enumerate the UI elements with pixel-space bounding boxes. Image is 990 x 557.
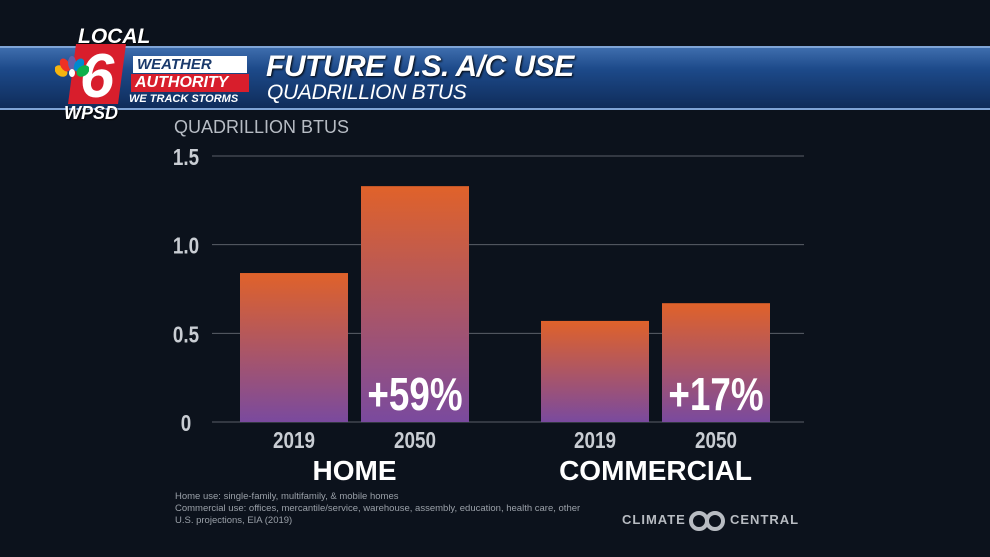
y-tick-label: 1.0	[173, 234, 199, 259]
page-title: FUTURE U.S. A/C USE	[266, 50, 574, 83]
credit-central: CENTRAL	[730, 512, 800, 527]
station-call-letters: WPSD	[64, 103, 118, 123]
x-tick-label: 2019	[574, 428, 616, 453]
bar-commercial-2019	[541, 320, 649, 422]
x-tick-label: 2050	[695, 428, 737, 453]
group-label: COMMERCIAL	[559, 455, 752, 486]
bar-home-2019	[240, 273, 348, 422]
x-tick-label: 2019	[273, 428, 315, 453]
bar-commercial-2050	[662, 303, 770, 422]
x-tick-label: 2050	[394, 428, 436, 453]
y-tick-label: 0.5	[173, 323, 199, 348]
peacock-icon	[55, 56, 89, 77]
brand-authority: AUTHORITY	[131, 74, 249, 92]
group-label: HOME	[313, 455, 397, 486]
page-subtitle: QUADRILLION BTUS	[267, 81, 467, 104]
change-annotation: +17%	[668, 368, 763, 420]
station-logo-six: 6	[68, 42, 126, 106]
climate-central-icon	[689, 511, 725, 531]
change-annotation: +59%	[367, 368, 462, 420]
station-logo-local: LOCAL	[78, 25, 151, 48]
y-tick-label: 0	[181, 411, 191, 436]
footnote-home: Home use: single-family, multifamily, & …	[175, 491, 399, 502]
y-tick-label: 1.5	[173, 145, 199, 170]
footnote-source: U.S. projections, EIA (2019)	[175, 515, 293, 526]
credit-climate: CLIMATE	[622, 512, 686, 527]
brand-weather: WEATHER	[133, 56, 247, 73]
y-axis-label: QUADRILLION BTUS	[174, 117, 350, 137]
footnote-commercial: Commercial use: offices, mercantile/serv…	[175, 503, 581, 514]
bar-home-2050	[361, 186, 469, 422]
brand-tagline: WE TRACK STORMS	[129, 93, 239, 105]
